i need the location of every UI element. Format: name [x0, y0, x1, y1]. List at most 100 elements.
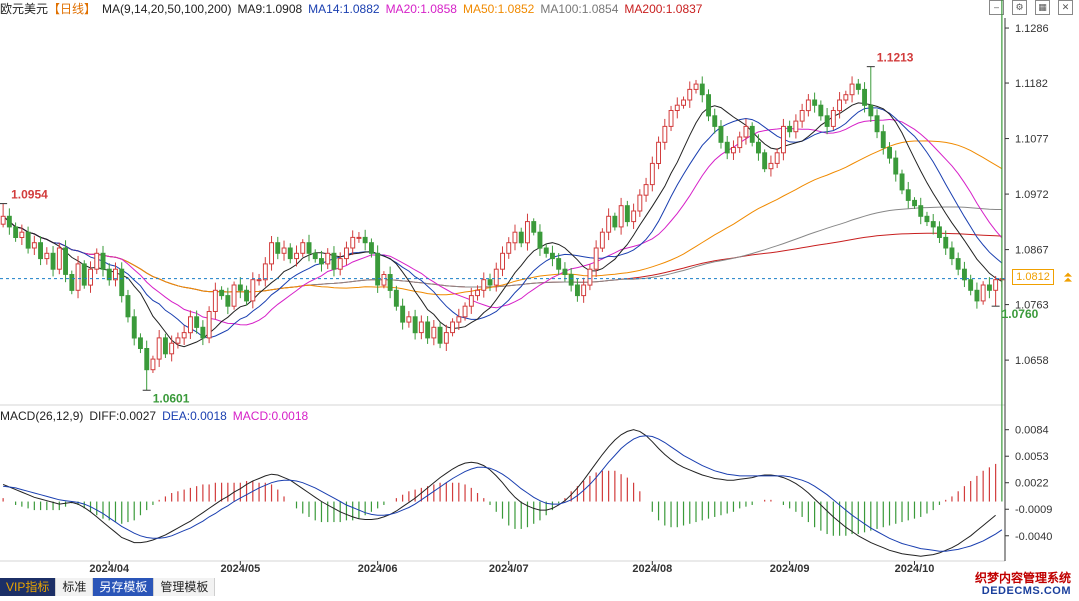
candle-body	[50, 252, 56, 270]
macd-dea-value: DEA:0.0018	[162, 409, 227, 423]
candle-body	[531, 221, 537, 233]
close-icon[interactable]: ✕	[1058, 0, 1073, 15]
macd-axis-tick-label: -0.0009	[1015, 504, 1052, 516]
candle-body	[188, 316, 193, 334]
time-axis-label: 2024/05	[220, 563, 260, 575]
low-price-label: 1.0760	[1002, 307, 1039, 321]
minimize-icon[interactable]: –	[989, 0, 1004, 15]
candle-body	[381, 274, 387, 286]
candle-body	[462, 305, 468, 318]
candle-body	[756, 141, 761, 154]
macd-title[interactable]: MACD(26,12,9)	[0, 409, 84, 423]
candle-body	[94, 252, 100, 270]
candle-body	[974, 289, 980, 302]
candle-body	[849, 83, 855, 96]
candle-body	[525, 221, 530, 244]
candle-body	[855, 83, 861, 90]
candle-body	[924, 215, 930, 223]
price-axis-tick-label: 1.0658	[1015, 355, 1049, 367]
candle-body	[69, 274, 75, 291]
candle-body	[0, 215, 6, 225]
candle-body	[943, 236, 949, 249]
candle-body	[656, 141, 661, 165]
candle-body	[400, 305, 406, 323]
candle-body	[406, 316, 412, 323]
candle-body	[38, 242, 43, 260]
price-axis-tick-label: 1.1286	[1015, 23, 1049, 35]
candle-body	[181, 332, 187, 339]
ma9-line	[2, 102, 1003, 348]
candle-body	[19, 231, 25, 238]
price-axis-tick-label: 1.1077	[1015, 134, 1049, 146]
time-axis-label: 2024/08	[632, 563, 672, 575]
candle-body	[344, 247, 349, 260]
candle-body	[643, 184, 649, 196]
candle-body	[475, 289, 481, 297]
candle-body	[369, 242, 374, 254]
candle-body	[599, 231, 605, 249]
candle-body	[687, 88, 693, 101]
candle-body	[830, 110, 836, 127]
candle-body	[150, 358, 156, 371]
high-price-label: 1.1213	[877, 51, 914, 65]
candle-body	[412, 316, 418, 334]
candle-body	[375, 252, 381, 286]
candle-body	[768, 162, 774, 170]
candle-body	[175, 337, 181, 344]
candle-body	[618, 205, 624, 228]
candle-body	[225, 295, 231, 307]
ma20-value: MA20:1.0858	[385, 2, 457, 16]
watermark: 织梦内容管理系统 DEDECMS.COM	[975, 572, 1071, 598]
candle-body	[837, 99, 842, 112]
candle-body	[418, 321, 424, 334]
candle-body	[905, 189, 911, 201]
candle-body	[637, 194, 643, 212]
candle-body	[518, 231, 524, 244]
candle-body	[275, 242, 281, 254]
candle-body	[812, 99, 818, 106]
vip-indicator-button[interactable]: VIP指标	[0, 578, 57, 596]
candle-body	[194, 316, 200, 328]
standard-button[interactable]: 标准	[56, 578, 94, 596]
layout-icon[interactable]: ▦	[1035, 0, 1050, 15]
candle-body	[899, 173, 905, 191]
time-axis-label: 2024/06	[358, 563, 398, 575]
window-controls: – ⚙ ▦ ✕	[989, 0, 1073, 15]
candle-body	[893, 157, 899, 175]
candle-body	[718, 125, 724, 143]
candle-body	[437, 326, 443, 344]
candle-body	[300, 242, 306, 254]
candle-body	[843, 94, 849, 101]
candle-body	[624, 205, 630, 223]
candle-body	[787, 125, 793, 133]
candle-body	[587, 268, 593, 286]
candle-body	[262, 263, 268, 281]
ma-params[interactable]: MA(9,14,20,50,100,200)	[102, 2, 232, 16]
candle-body	[662, 125, 668, 143]
candle-body	[131, 316, 137, 339]
candle-body	[237, 284, 243, 291]
price-axis-tick-label: 1.0763	[1015, 300, 1049, 312]
ma9-value: MA9:1.0908	[237, 2, 303, 16]
candle-body	[244, 289, 250, 302]
manage-template-button[interactable]: 管理模板	[154, 578, 216, 596]
time-axis-label: 2024/04	[89, 563, 130, 575]
time-axis-label: 2024/09	[770, 563, 810, 575]
candle-body	[250, 279, 256, 302]
macd-macd-value: MACD:0.0018	[232, 409, 309, 423]
candle-body	[712, 115, 718, 127]
candle-body	[781, 125, 786, 154]
candle-body	[774, 152, 780, 164]
candle-body	[649, 162, 655, 186]
candle-body	[119, 268, 125, 297]
ma14-value: MA14:1.0882	[308, 2, 380, 16]
candle-body	[106, 268, 112, 281]
candle-body	[156, 337, 162, 360]
price-axis-tick-label: 1.0972	[1015, 189, 1049, 201]
save-template-button[interactable]: 另存模板	[93, 578, 155, 596]
candle-body	[824, 115, 830, 127]
settings-icon[interactable]: ⚙	[1012, 0, 1027, 15]
period-label[interactable]: 【日线】	[48, 2, 97, 16]
candle-body	[818, 104, 824, 117]
